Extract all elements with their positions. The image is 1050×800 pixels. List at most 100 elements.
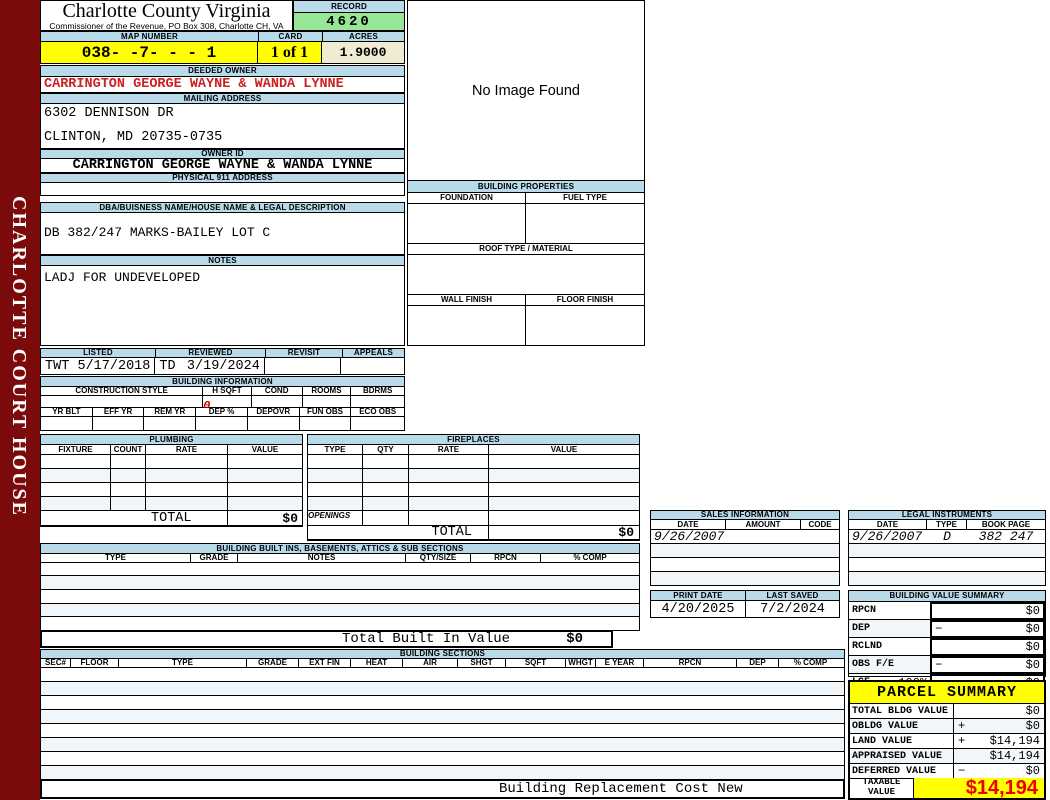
building-properties-panel: BUILDING PROPERTIES FOUNDATION FUEL TYPE…	[407, 181, 645, 346]
fireplaces-total-row: TOTAL $0	[307, 525, 640, 541]
deeded-owner-value: CARRINGTON GEORGE WAYNE & WANDA LYNNE	[40, 77, 405, 93]
visits-value-row: TWT 5/17/2018 TD 3/19/2024	[40, 358, 405, 375]
empty-cell	[351, 417, 404, 430]
taxable-label-line1: TAXABLE	[862, 777, 901, 788]
reviewed-cell: TD 3/19/2024	[155, 358, 265, 374]
empty-cell	[228, 483, 302, 496]
built-ins-row	[40, 590, 640, 604]
instrument-book-page: 382 247	[978, 529, 1034, 544]
col-header: DATE	[651, 520, 726, 529]
built-ins-total-value: $0	[566, 631, 583, 647]
empty-cell	[93, 417, 145, 430]
parcel-label: TOTAL BLDG VALUE	[850, 704, 954, 719]
fireplaces-openings-row: OPENINGS	[307, 511, 640, 526]
photo-panel: No Image Found	[407, 0, 645, 181]
col-header: ECO OBS	[359, 407, 397, 416]
empty-cell	[146, 497, 228, 510]
empty-cell	[146, 455, 228, 468]
built-ins-row	[40, 604, 640, 617]
empty-cell	[363, 483, 409, 496]
bvs-label: OBS F/E	[852, 659, 895, 670]
legal-instruments-title: LEGAL INSTRUMENTS	[848, 510, 1046, 520]
listed-label: LISTED	[40, 348, 155, 358]
bvs-label: DEP	[852, 623, 871, 634]
taxable-label: TAXABLE VALUE	[850, 777, 914, 798]
building-sections-row	[40, 696, 845, 710]
replacement-cost-label: Building Replacement Cost New	[499, 781, 743, 797]
instrument-type: D	[943, 529, 951, 544]
sales-row	[650, 558, 840, 572]
empty-cell	[146, 483, 228, 496]
reviewed-date: 3/19/2024	[186, 358, 260, 374]
col-header: RPCN	[471, 554, 541, 562]
empty-cell	[409, 511, 489, 525]
binfo-style-headers: CONSTRUCTION STYLE H SQFT COND ROOMS BDR…	[40, 387, 405, 396]
roof-value	[408, 255, 644, 295]
plumbing-row	[40, 455, 303, 469]
sales-row	[650, 572, 840, 586]
wall-finish-value	[408, 306, 526, 345]
empty-cell	[228, 455, 302, 468]
plumbing-total-label: TOTAL	[41, 511, 228, 526]
notes-label: NOTES	[40, 255, 405, 266]
empty-cell	[409, 483, 489, 496]
map-number-label: MAP NUMBER	[40, 31, 258, 42]
fuel-type-value	[526, 204, 644, 243]
col-header: RATE	[409, 445, 489, 454]
legal-row	[848, 558, 1046, 572]
empty-cell	[248, 417, 300, 430]
empty-cell	[308, 455, 363, 468]
empty-cell	[111, 497, 146, 510]
record-value: 4620	[293, 13, 405, 31]
physical-911-label: PHYSICAL 911 ADDRESS	[40, 173, 405, 183]
mailing-address-label: MAILING ADDRESS	[40, 93, 405, 104]
empty-cell	[489, 511, 639, 525]
fireplaces-row	[307, 469, 640, 483]
empty-cell	[308, 469, 363, 482]
no-image-text: No Image Found	[471, 82, 580, 99]
col-header: FLOOR	[71, 659, 119, 667]
legal-description: DB 382/247 MARKS-BAILEY LOT C	[40, 213, 405, 255]
parcel-op: −	[958, 764, 966, 778]
empty-cell	[41, 417, 93, 430]
empty-cell	[111, 483, 146, 496]
bvs-value: $0	[1025, 658, 1040, 672]
appeals-label: APPEALS	[342, 348, 405, 358]
col-header: EXT FIN	[299, 659, 351, 667]
built-ins-total-row: Total Built In Value $0	[40, 630, 613, 648]
parcel-row: APPRAISED VALUE $14,194	[850, 749, 1044, 764]
foundation-fuel-values	[408, 204, 644, 244]
binfo-year-headers: YR BLT EFF YR REM YR DEP % DEPOVR FUN OB…	[40, 408, 405, 417]
empty-cell	[41, 455, 111, 468]
col-header: EFF YR	[93, 408, 145, 416]
parcel-summary-title: PARCEL SUMMARY	[850, 682, 1044, 704]
parcel-label: OBLDG VALUE	[850, 719, 954, 734]
building-sections-row	[40, 710, 845, 724]
foundation-value	[408, 204, 526, 243]
parcel-row: LAND VALUE + $14,194	[850, 734, 1044, 749]
revisit-cell	[265, 358, 342, 374]
wall-finish-label: WALL FINISH	[408, 295, 526, 305]
building-sections-row	[40, 738, 845, 752]
foundation-label: FOUNDATION	[408, 193, 526, 203]
empty-cell	[363, 469, 409, 482]
col-header: VALUE	[251, 444, 279, 454]
parcel-row: DEFERRED VALUE − $0	[850, 764, 1044, 779]
building-value-summary-title: BUILDING VALUE SUMMARY	[849, 591, 1045, 602]
built-ins-table: BUILDING BUILT INS, BASEMENTS, ATTICS & …	[40, 543, 640, 631]
col-header: ROOMS	[303, 387, 352, 395]
col-header: DATE	[849, 520, 927, 529]
col-header: DEPOVR	[248, 408, 300, 416]
col-header: COUNT	[111, 445, 146, 454]
empty-cell	[363, 497, 409, 510]
listed-cell: TWT 5/17/2018	[41, 358, 156, 374]
plumbing-row	[40, 497, 303, 511]
sales-header-row: DATE AMOUNT CODE	[650, 520, 840, 530]
empty-cell	[144, 417, 197, 430]
county-header: Charlotte County Virginia Commissioner o…	[40, 0, 293, 31]
empty-cell	[303, 396, 352, 407]
empty-cell	[41, 469, 111, 482]
h-sqft-number: 0	[203, 399, 211, 413]
sales-row	[650, 544, 840, 558]
col-header: CONSTRUCTION STYLE	[41, 387, 204, 395]
